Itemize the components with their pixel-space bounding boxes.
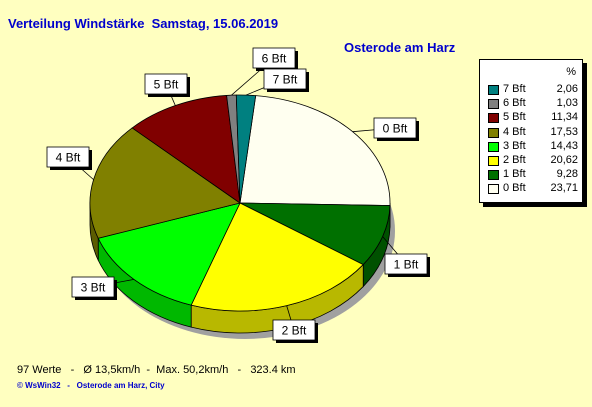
location-label: Osterode am Harz <box>344 40 456 55</box>
legend-value: 17,53 <box>550 125 578 138</box>
legend-value: 11,34 <box>551 111 578 124</box>
legend-row: 0 Bft 23,71 <box>488 182 578 195</box>
legend-row: 2 Bft 20,62 <box>488 154 578 166</box>
slice-label-box-5 <box>144 73 188 95</box>
slice-label-3: 3 Bft <box>81 281 106 295</box>
legend-label: 3 Bft <box>503 139 526 152</box>
legend-label: 6 Bft <box>503 97 526 110</box>
slice-label-5: 5 Bft <box>154 78 179 92</box>
slice-label-0: 0 Bft <box>383 122 408 136</box>
pie-slice-0 <box>239 95 391 206</box>
chart-title: Verteilung Windstärke Samstag, 15.06.201… <box>8 16 279 31</box>
legend: % 7 Bft 2,06 6 Bft 1,03 5 Bft 11,34 4 Bft 17,53… <box>479 59 583 203</box>
slice-label-box-6 <box>252 47 296 69</box>
legend-swatch <box>488 156 499 166</box>
legend-row: 6 Bft 1,03 <box>488 97 578 110</box>
legend-value: 1,03 <box>556 97 578 110</box>
pie-slice-5 <box>131 95 241 204</box>
slice-label-1: 1 Bft <box>394 258 419 272</box>
legend-header: % <box>566 66 576 78</box>
legend-value: 14,43 <box>550 139 578 152</box>
pie-slice-2 <box>190 202 364 312</box>
slice-label-6: 6 Bft <box>262 52 287 66</box>
slice-label-4: 4 Bft <box>56 151 81 165</box>
legend-swatch <box>488 170 499 181</box>
legend-label: 1 Bft <box>503 168 526 181</box>
legend-label: 0 Bft <box>503 182 526 195</box>
slice-label-box-7 <box>263 68 307 90</box>
legend-swatch <box>488 85 499 95</box>
pie-slice-4 <box>89 127 241 239</box>
slice-label-box-0 <box>373 117 417 139</box>
legend-value: 20,62 <box>550 154 578 166</box>
legend-row: 3 Bft 14,43 <box>488 140 578 152</box>
legend-row: 7 Bft 2,06 <box>488 83 578 95</box>
slice-label-box-4 <box>46 146 90 168</box>
legend-row: 1 Bft 9,28 <box>488 168 578 181</box>
legend-value: 23,71 <box>550 182 578 195</box>
legend-swatch <box>488 99 499 110</box>
legend-label: 4 Bft <box>503 125 526 138</box>
footer-stats: 97 Werte - Ø 13,5km/h - Max. 50,2km/h - … <box>17 364 296 376</box>
slice-label-7: 7 Bft <box>273 73 298 87</box>
legend-row: 5 Bft 11,34 <box>488 111 578 124</box>
footer-credit: © WsWin32 - Osterode am Harz, City <box>17 381 165 390</box>
slice-label-box-1 <box>384 253 428 275</box>
pie-slice-3 <box>97 202 241 306</box>
legend-value: 9,28 <box>556 168 578 181</box>
legend-swatch <box>488 141 499 152</box>
legend-value: 2,06 <box>556 83 578 95</box>
legend-label: 5 Bft <box>503 111 526 124</box>
legend-label: 2 Bft <box>503 154 526 166</box>
slice-label-box-2 <box>272 319 316 341</box>
legend-row: 4 Bft 17,53 <box>488 126 578 138</box>
pie-slice-1 <box>239 202 391 266</box>
legend-swatch <box>488 127 499 138</box>
legend-label: 7 Bft <box>503 83 526 95</box>
pie-slice-7 <box>235 94 257 204</box>
slice-label-box-3 <box>71 276 115 298</box>
legend-swatch <box>488 113 499 124</box>
legend-swatch <box>488 184 499 195</box>
slice-label-2: 2 Bft <box>282 324 307 338</box>
